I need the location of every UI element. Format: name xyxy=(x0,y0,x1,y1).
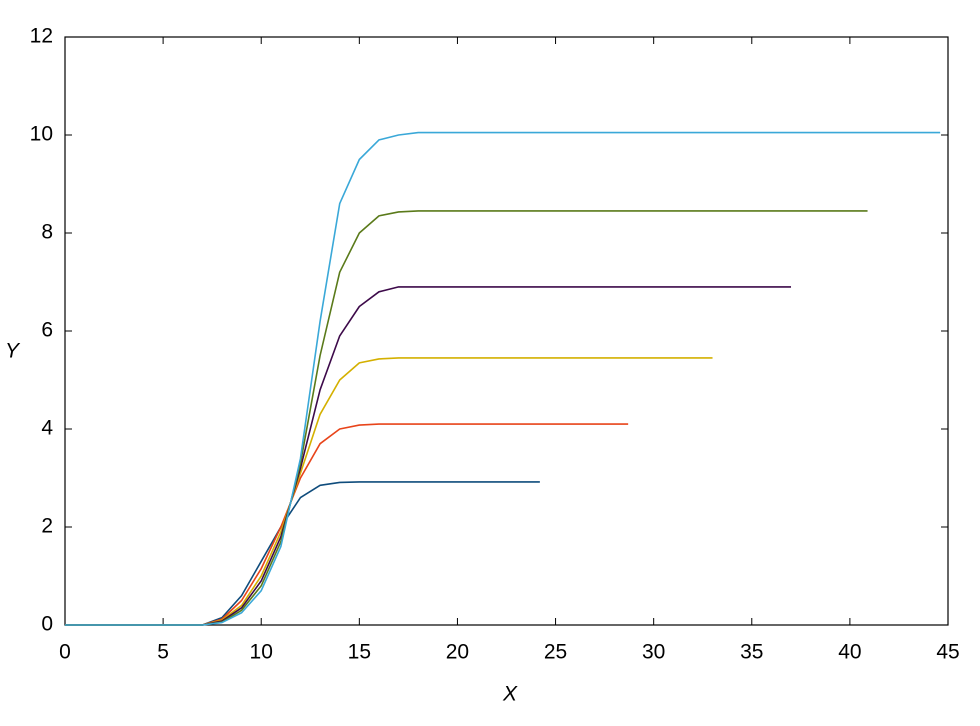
plot-frame xyxy=(64,36,949,626)
x-tick-label: 15 xyxy=(348,641,371,664)
y-axis-label: Y xyxy=(5,340,21,363)
y-tick-label: 6 xyxy=(41,319,53,342)
y-tick-label: 10 xyxy=(30,123,53,146)
x-tick-label: 30 xyxy=(642,641,665,664)
x-tick-label: 40 xyxy=(838,641,861,664)
y-tick-label: 4 xyxy=(41,417,53,440)
x-axis-label: X xyxy=(502,683,518,706)
series-line xyxy=(65,210,868,626)
x-tick-label: 35 xyxy=(740,641,763,664)
series-line xyxy=(65,131,941,626)
x-tick-label: 10 xyxy=(250,641,273,664)
x-tick-label: 5 xyxy=(157,641,169,664)
x-tick-label: 0 xyxy=(59,641,71,664)
x-tick-label: 25 xyxy=(544,641,567,664)
y-tick-label: 0 xyxy=(41,613,53,636)
x-tick-label: 20 xyxy=(446,641,469,664)
series-line xyxy=(65,357,713,626)
series-line xyxy=(65,423,629,626)
y-tick-label: 8 xyxy=(41,221,53,244)
y-tick-label: 12 xyxy=(30,25,53,48)
x-tick-label: 45 xyxy=(936,641,959,664)
series-line xyxy=(65,286,792,626)
y-tick-label: 2 xyxy=(41,515,53,538)
series-line xyxy=(65,481,540,626)
